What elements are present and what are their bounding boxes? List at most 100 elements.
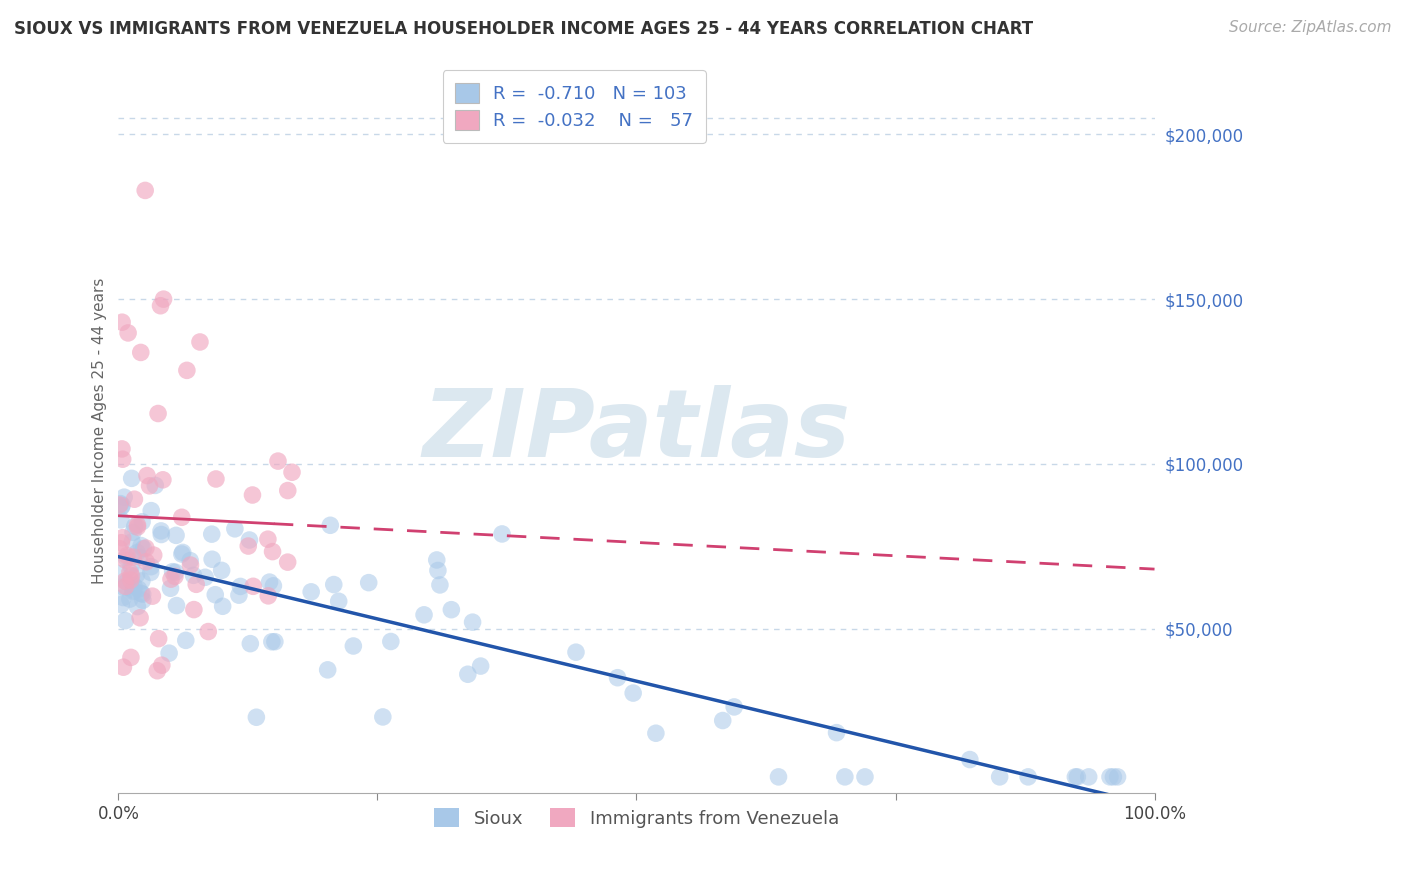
Point: [257, 589, 280, 603]
Point: [124, 519, 146, 533]
Point: [150, 524, 173, 538]
Point: [229, 579, 252, 593]
Point: [322, 577, 344, 591]
Point: [201, 527, 224, 541]
Point: [429, 578, 451, 592]
Point: [342, 639, 364, 653]
Point: [204, 588, 226, 602]
Point: [194, 570, 217, 584]
Point: [128, 550, 150, 565]
Point: [111, 499, 134, 513]
Point: [114, 614, 136, 628]
Point: [110, 513, 132, 527]
Point: [470, 659, 492, 673]
Point: [328, 594, 350, 608]
Point: [138, 479, 160, 493]
Point: [491, 527, 513, 541]
Point: [426, 553, 449, 567]
Point: [152, 292, 174, 306]
Point: [825, 725, 848, 739]
Point: [457, 667, 479, 681]
Point: [120, 568, 142, 582]
Point: [135, 555, 157, 569]
Point: [723, 700, 745, 714]
Point: [146, 407, 169, 421]
Point: [111, 531, 134, 545]
Point: [170, 547, 193, 561]
Point: [118, 566, 141, 580]
Point: [211, 563, 233, 577]
Point: [122, 525, 145, 540]
Point: [125, 568, 148, 582]
Point: [262, 544, 284, 558]
Point: [127, 545, 149, 559]
Point: [115, 550, 138, 565]
Point: [565, 645, 588, 659]
Point: [426, 564, 449, 578]
Point: [201, 552, 224, 566]
Point: [152, 473, 174, 487]
Point: [299, 584, 322, 599]
Point: [1077, 770, 1099, 784]
Point: [114, 574, 136, 588]
Point: [440, 603, 463, 617]
Point: [1017, 770, 1039, 784]
Point: [186, 577, 208, 591]
Point: [1107, 770, 1129, 784]
Point: [461, 615, 484, 629]
Point: [150, 527, 173, 541]
Point: [132, 541, 155, 556]
Point: [127, 599, 149, 614]
Point: [122, 583, 145, 598]
Point: [228, 588, 250, 602]
Point: [621, 686, 644, 700]
Point: [142, 548, 165, 562]
Point: [108, 541, 131, 556]
Point: [121, 534, 143, 549]
Point: [371, 710, 394, 724]
Text: SIOUX VS IMMIGRANTS FROM VENEZUELA HOUSEHOLDER INCOME AGES 25 - 44 YEARS CORRELA: SIOUX VS IMMIGRANTS FROM VENEZUELA HOUSE…: [14, 20, 1033, 37]
Point: [183, 568, 205, 582]
Point: [768, 770, 790, 784]
Point: [120, 573, 142, 587]
Point: [141, 589, 163, 603]
Point: [112, 490, 135, 504]
Point: [238, 533, 260, 547]
Point: [263, 634, 285, 648]
Point: [129, 611, 152, 625]
Point: [160, 572, 183, 586]
Point: [262, 579, 284, 593]
Point: [163, 569, 186, 583]
Point: [132, 587, 155, 601]
Point: [267, 454, 290, 468]
Point: [853, 770, 876, 784]
Point: [711, 714, 734, 728]
Point: [277, 555, 299, 569]
Point: [606, 671, 628, 685]
Point: [174, 633, 197, 648]
Point: [146, 664, 169, 678]
Point: [988, 770, 1011, 784]
Point: [257, 532, 280, 546]
Point: [281, 465, 304, 479]
Point: [260, 634, 283, 648]
Text: Source: ZipAtlas.com: Source: ZipAtlas.com: [1229, 20, 1392, 35]
Point: [131, 574, 153, 588]
Point: [128, 582, 150, 596]
Point: [644, 726, 666, 740]
Point: [115, 549, 138, 563]
Point: [413, 607, 436, 622]
Point: [132, 593, 155, 607]
Point: [959, 753, 981, 767]
Point: [1098, 770, 1121, 784]
Point: [108, 498, 131, 512]
Point: [1102, 770, 1125, 784]
Point: [121, 471, 143, 485]
Point: [1066, 770, 1088, 784]
Point: [259, 575, 281, 590]
Point: [239, 637, 262, 651]
Point: [122, 579, 145, 593]
Point: [316, 663, 339, 677]
Point: [110, 598, 132, 612]
Point: [245, 710, 267, 724]
